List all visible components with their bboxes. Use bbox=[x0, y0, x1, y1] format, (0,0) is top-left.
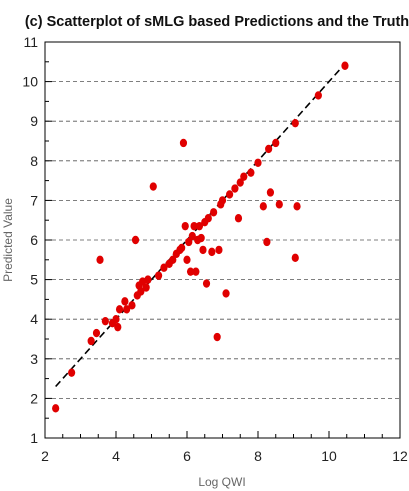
y-tick-label: 11 bbox=[23, 34, 38, 50]
data-point bbox=[128, 301, 136, 310]
data-point bbox=[155, 271, 163, 280]
data-point bbox=[222, 289, 230, 298]
data-point bbox=[52, 404, 60, 413]
data-point bbox=[240, 172, 248, 181]
y-tick-label: 4 bbox=[30, 311, 38, 327]
data-point bbox=[265, 144, 273, 154]
data-point bbox=[114, 322, 122, 332]
data-point bbox=[259, 202, 267, 211]
data-point bbox=[199, 245, 207, 255]
data-point bbox=[144, 275, 152, 284]
y-tick-label: 8 bbox=[30, 153, 38, 169]
data-point bbox=[291, 118, 299, 128]
data-point bbox=[142, 283, 150, 292]
x-tick-label: 12 bbox=[392, 448, 408, 464]
y-tick-label: 5 bbox=[30, 272, 38, 288]
data-point bbox=[266, 188, 275, 197]
grid-lines bbox=[45, 81, 400, 399]
data-point bbox=[272, 138, 280, 148]
data-point bbox=[204, 214, 212, 223]
data-point bbox=[192, 267, 200, 276]
data-point bbox=[101, 316, 109, 326]
data-point bbox=[87, 336, 95, 346]
y-tick-label: 7 bbox=[30, 192, 38, 208]
data-point bbox=[208, 247, 216, 257]
data-point bbox=[202, 279, 211, 288]
data-points bbox=[52, 61, 349, 413]
data-point bbox=[218, 196, 227, 205]
data-point bbox=[185, 237, 193, 247]
x-tick-label: 8 bbox=[254, 448, 262, 464]
data-point bbox=[115, 305, 124, 314]
data-point bbox=[213, 332, 221, 342]
data-point bbox=[226, 190, 234, 199]
x-tick-label: 6 bbox=[183, 448, 191, 464]
data-point bbox=[314, 91, 322, 100]
data-point bbox=[231, 184, 239, 193]
x-tick-label: 2 bbox=[41, 448, 49, 464]
data-point bbox=[96, 255, 104, 264]
data-point bbox=[215, 245, 223, 255]
x-tick-label: 4 bbox=[112, 448, 120, 464]
x-axis-label: Log QWI bbox=[198, 475, 245, 489]
data-point bbox=[112, 315, 120, 324]
data-point bbox=[92, 328, 101, 338]
data-point bbox=[236, 178, 244, 187]
data-point bbox=[247, 168, 255, 177]
data-point bbox=[210, 208, 218, 217]
data-point bbox=[190, 221, 198, 231]
reference-line-group bbox=[55, 63, 346, 388]
data-point bbox=[137, 287, 145, 296]
y-tick-label: 1 bbox=[30, 430, 38, 446]
data-point bbox=[149, 182, 157, 191]
reference-line bbox=[55, 63, 346, 388]
y-tick-label: 6 bbox=[30, 232, 38, 248]
data-point bbox=[254, 158, 262, 167]
data-point bbox=[181, 221, 189, 231]
data-point bbox=[263, 237, 271, 247]
data-point bbox=[197, 233, 205, 243]
data-point bbox=[169, 255, 177, 264]
data-point bbox=[291, 253, 299, 263]
data-point bbox=[123, 305, 131, 314]
data-point bbox=[131, 235, 140, 245]
y-tick-label: 9 bbox=[30, 113, 38, 129]
data-point bbox=[275, 200, 283, 209]
data-point bbox=[178, 243, 186, 253]
chart-title: (c) Scatterplot of sMLG based Prediction… bbox=[25, 14, 409, 30]
y-tick-label: 10 bbox=[22, 74, 38, 90]
data-point bbox=[188, 231, 196, 241]
y-axis-label: Predicted Value bbox=[1, 198, 15, 282]
data-point bbox=[160, 263, 168, 272]
data-point bbox=[234, 214, 243, 223]
data-point bbox=[68, 368, 76, 377]
data-point bbox=[293, 202, 301, 211]
data-point bbox=[195, 221, 204, 231]
data-point bbox=[183, 255, 191, 264]
y-tick-label: 3 bbox=[30, 351, 38, 367]
data-point bbox=[341, 61, 349, 70]
x-tick-label: 10 bbox=[321, 448, 337, 464]
data-point bbox=[121, 297, 129, 306]
data-point bbox=[186, 267, 195, 276]
y-tick-label: 2 bbox=[30, 390, 38, 406]
data-point bbox=[179, 138, 188, 148]
